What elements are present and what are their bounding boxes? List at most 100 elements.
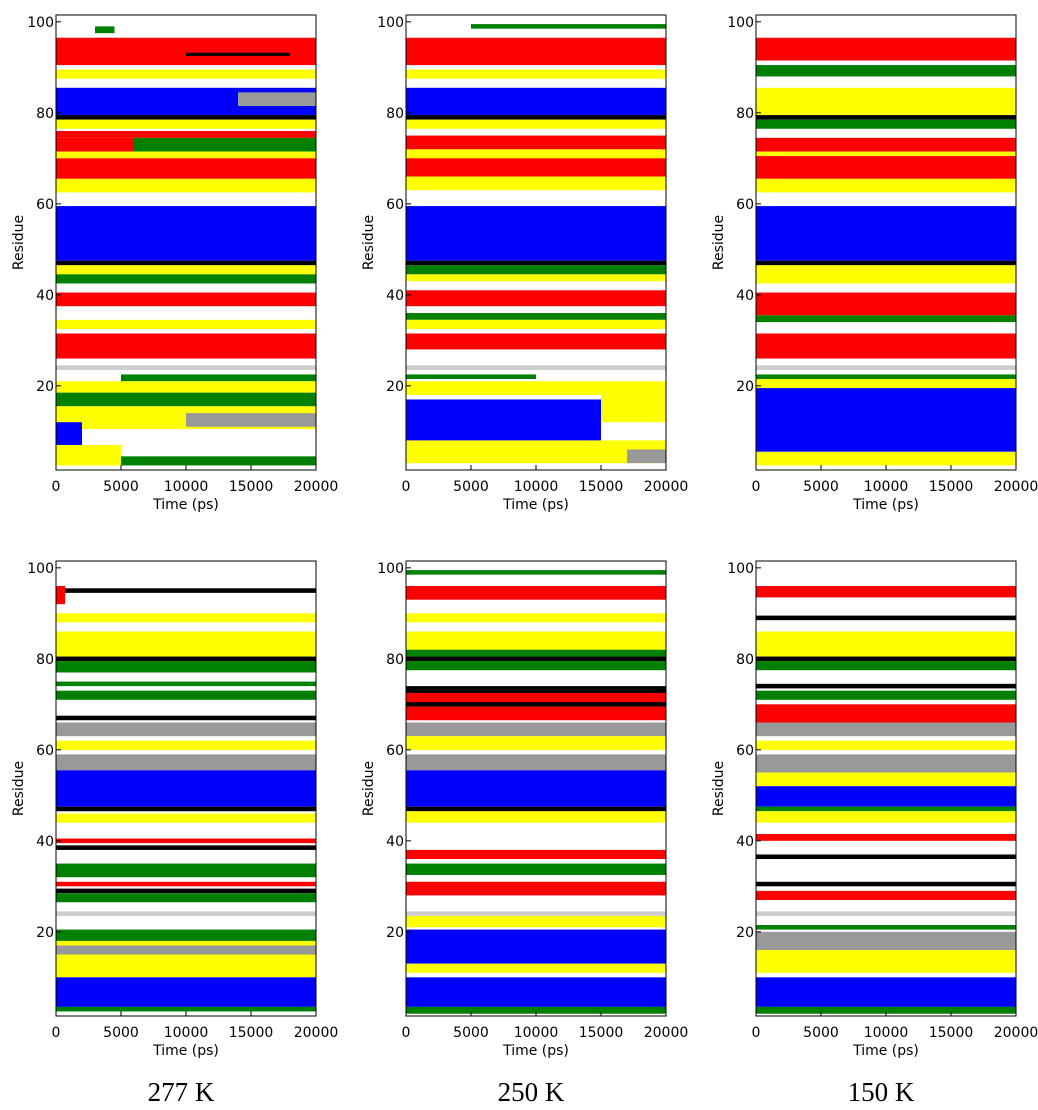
band <box>406 115 666 120</box>
band <box>56 151 316 159</box>
y-axis-label: Residue <box>711 761 727 816</box>
band <box>406 806 666 812</box>
y-tick-label: 100 <box>727 561 754 577</box>
band <box>56 37 316 66</box>
y-tick-label: 40 <box>736 834 754 850</box>
band <box>56 422 82 445</box>
band <box>56 444 121 466</box>
band <box>756 811 1016 823</box>
y-tick-label: 40 <box>36 288 54 304</box>
band <box>56 392 316 407</box>
band <box>756 315 1016 323</box>
band <box>56 893 316 903</box>
band <box>406 631 666 650</box>
band <box>756 37 1016 61</box>
y-tick-label: 100 <box>27 561 54 577</box>
band <box>406 333 666 350</box>
band <box>756 615 1016 621</box>
x-tick-label: 20000 <box>994 1025 1038 1041</box>
band <box>56 131 316 138</box>
band <box>56 661 316 673</box>
band <box>56 690 316 700</box>
panel: 20 40 60 80 100 0 5000 10000 15000 20000 Time (ps)… <box>361 14 689 513</box>
band <box>406 702 666 707</box>
band <box>756 806 1016 812</box>
band <box>756 890 1016 900</box>
band <box>56 69 316 79</box>
band <box>406 586 666 600</box>
y-tick-label: 100 <box>377 15 404 31</box>
band <box>406 206 666 261</box>
x-tick-label: 5000 <box>803 1025 839 1041</box>
band <box>186 413 316 427</box>
y-tick-label: 40 <box>386 834 404 850</box>
band <box>406 706 666 721</box>
band <box>756 292 1016 316</box>
band <box>406 260 666 266</box>
band <box>756 206 1016 261</box>
band <box>756 374 1016 379</box>
band <box>56 206 316 261</box>
band <box>406 149 666 159</box>
band <box>756 911 1016 916</box>
band <box>56 911 316 916</box>
band <box>56 715 316 721</box>
band <box>56 158 316 179</box>
band <box>56 1006 316 1012</box>
band <box>56 929 316 941</box>
band <box>406 365 666 370</box>
band <box>56 813 316 823</box>
x-tick-label: 0 <box>752 479 761 495</box>
x-tick-label: 0 <box>402 1025 411 1041</box>
band <box>406 754 666 771</box>
band <box>756 379 1016 389</box>
x-tick-label: 20000 <box>294 479 339 495</box>
band <box>56 806 316 812</box>
x-tick-label: 0 <box>52 479 61 495</box>
band <box>406 265 666 275</box>
band <box>756 65 1016 77</box>
band <box>406 656 666 662</box>
band <box>406 977 666 1007</box>
x-tick-label: 15000 <box>929 479 974 495</box>
band <box>56 945 316 955</box>
x-tick-label: 20000 <box>994 479 1038 495</box>
band <box>756 854 1016 860</box>
panel: 20 40 60 80 100 0 5000 10000 15000 20000 Time (ps)… <box>11 14 339 513</box>
x-tick-label: 10000 <box>864 1025 909 1041</box>
y-tick-label: 60 <box>36 743 54 759</box>
band <box>56 770 316 807</box>
band <box>406 692 666 705</box>
band <box>406 811 666 823</box>
band <box>56 888 316 894</box>
band <box>56 115 316 120</box>
band <box>406 381 666 395</box>
band <box>56 722 316 737</box>
band <box>756 881 1016 887</box>
band <box>56 333 316 359</box>
y-tick-label: 20 <box>36 379 54 395</box>
band <box>56 319 316 329</box>
band <box>406 570 666 575</box>
band <box>756 977 1016 1007</box>
band <box>406 613 666 623</box>
band <box>756 87 1016 116</box>
band <box>756 365 1016 370</box>
band <box>56 119 316 129</box>
y-tick-label: 80 <box>36 106 54 122</box>
band <box>471 24 666 29</box>
band <box>406 722 666 737</box>
band <box>56 178 316 193</box>
y-tick-label: 100 <box>727 15 754 31</box>
y-tick-label: 60 <box>386 743 404 759</box>
x-tick-label: 15000 <box>579 1025 624 1041</box>
x-tick-label: 5000 <box>103 1025 139 1041</box>
band <box>756 950 1016 973</box>
y-tick-label: 60 <box>386 197 404 213</box>
x-tick-label: 20000 <box>644 479 689 495</box>
band <box>121 374 316 382</box>
band <box>756 260 1016 266</box>
band <box>56 292 316 307</box>
band <box>406 119 666 129</box>
y-axis-label: Residue <box>361 761 377 816</box>
